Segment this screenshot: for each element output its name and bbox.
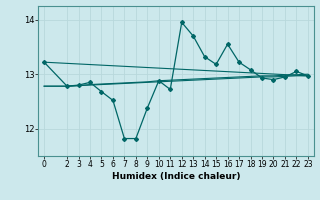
X-axis label: Humidex (Indice chaleur): Humidex (Indice chaleur) (112, 172, 240, 181)
